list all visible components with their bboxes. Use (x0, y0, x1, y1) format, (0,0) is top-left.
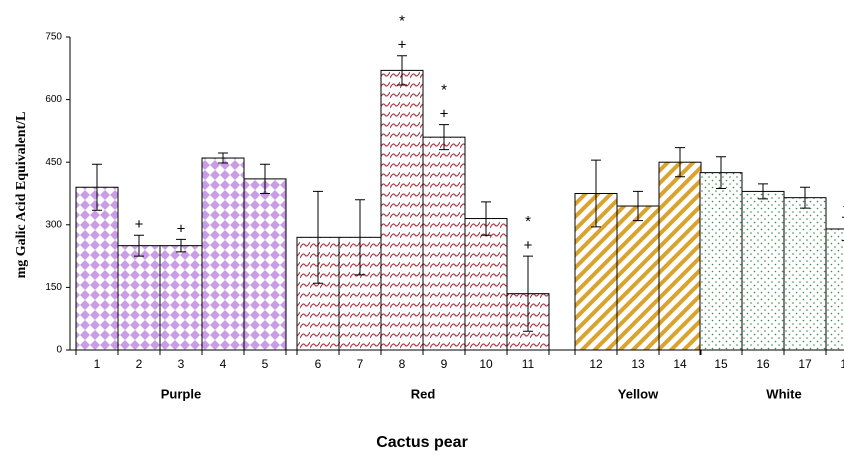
x-tick-label: 17 (798, 357, 812, 371)
y-tick-label: 600 (45, 94, 62, 105)
error-bar (176, 238, 186, 253)
bar (75, 186, 119, 351)
x-tick-label: 11 (522, 357, 535, 371)
bar (159, 245, 203, 351)
y-tick-label: 0 (56, 345, 62, 356)
error-bar (134, 234, 144, 257)
annotation: + (440, 106, 449, 123)
error-bar (439, 124, 449, 151)
error-bar (523, 255, 533, 332)
error-bar (260, 163, 270, 194)
bar (117, 245, 161, 351)
annotation: + (177, 220, 186, 237)
error-bar (716, 156, 726, 189)
x-tick-label: 13 (631, 357, 645, 371)
group-label: Purple (161, 386, 201, 401)
y-tick-label: 150 (45, 282, 62, 293)
x-tick-label: 4 (220, 357, 227, 371)
error-bar (355, 199, 365, 276)
error-bar (92, 163, 102, 211)
x-tick-label: 1 (94, 357, 101, 371)
x-tick-label: 10 (479, 357, 493, 371)
x-tick-label: 8 (399, 357, 406, 371)
x-tick-label: 12 (589, 357, 603, 371)
group-label: Yellow (618, 386, 659, 401)
annotation: * (525, 213, 531, 230)
y-axis-label: mg Galic Acid Equivalent/L (14, 112, 29, 279)
x-axis-label: Cactus pear (376, 434, 468, 451)
x-tick-label: 3 (178, 357, 185, 371)
bar (616, 205, 660, 351)
annotation: * (441, 82, 447, 99)
bar (422, 136, 466, 351)
annotation: + (135, 216, 144, 233)
x-tick-label: 15 (714, 357, 728, 371)
error-bar (313, 190, 323, 284)
y-tick-label: 450 (45, 157, 62, 168)
bar (243, 178, 287, 351)
error-bar (675, 147, 685, 178)
error-bar (758, 183, 768, 200)
annotation: + (843, 198, 844, 215)
bar (658, 161, 702, 351)
x-tick-label: 5 (262, 357, 269, 371)
annotation: * (399, 13, 405, 30)
bar (783, 197, 827, 351)
group-label: White (766, 386, 801, 401)
bar (464, 218, 508, 351)
annotation: + (524, 237, 533, 254)
bar (825, 228, 844, 351)
y-tick-label: 300 (45, 219, 62, 230)
x-tick-label: 14 (673, 357, 687, 371)
group-label: Red (411, 386, 436, 401)
error-bar (633, 190, 643, 222)
x-tick-label: 9 (441, 357, 448, 371)
error-bar (591, 159, 601, 228)
x-tick-label: 2 (136, 357, 143, 371)
x-tick-label: 7 (357, 357, 364, 371)
bar (699, 172, 743, 351)
bar (201, 157, 245, 351)
bar (380, 69, 424, 351)
bar (741, 190, 785, 351)
error-bar (218, 152, 228, 164)
x-tick-label: 16 (756, 357, 770, 371)
y-tick-label: 750 (45, 32, 62, 43)
x-tick-label: 6 (315, 357, 322, 371)
x-tick-label: 18 (840, 357, 844, 371)
error-bar (397, 55, 407, 86)
error-bar (481, 201, 491, 236)
annotation: + (398, 37, 407, 54)
error-bar (800, 186, 810, 209)
